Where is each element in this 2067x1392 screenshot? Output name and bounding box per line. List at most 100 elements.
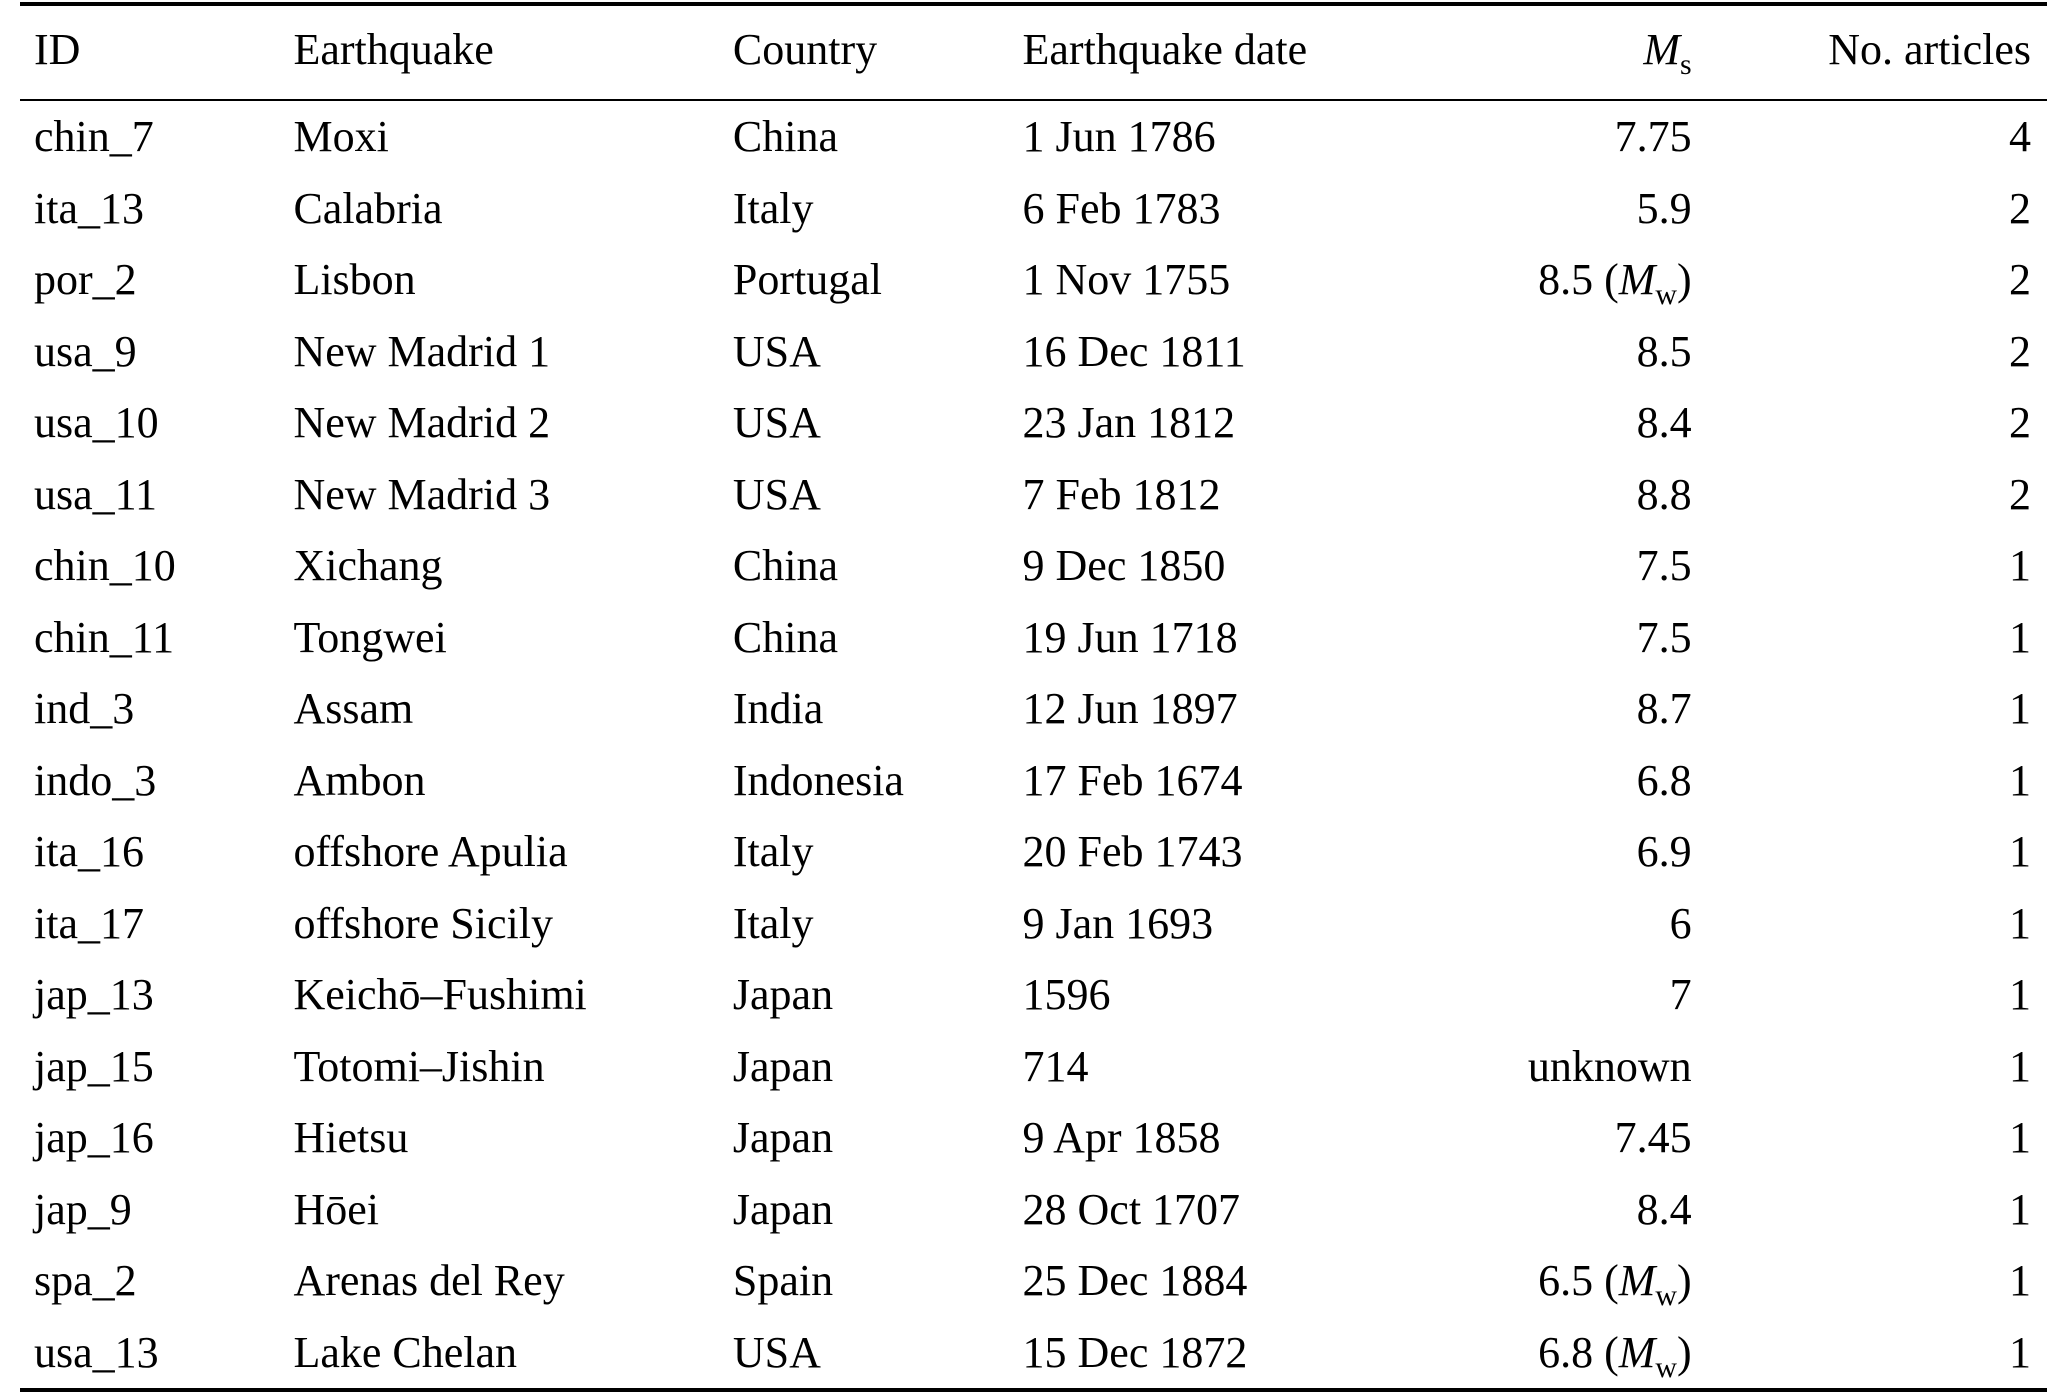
cell-country: Japan (732, 1113, 834, 1162)
earthquake-table: ID Earthquake Country Earthquake date Ms No. … (20, 2, 2047, 1392)
cell-id: jap_13 (34, 970, 154, 1019)
table-row: ind_3 Assam India 12 Jun 1897 8.7 1 (20, 673, 2047, 745)
cell-country: USA (732, 1327, 821, 1377)
cell-earthquake: New Madrid 3 (293, 469, 551, 519)
table-head: ID Earthquake Country Earthquake date Ms No. … (20, 4, 2047, 101)
cell-date: 28 Oct 1707 (1022, 1184, 1241, 1234)
cell-country: Japan (732, 1041, 834, 1091)
cell-magnitude: 5.9 (1636, 183, 1692, 233)
cell-articles: 2 (2009, 183, 2031, 233)
cell-magnitude: 7.5 (1636, 612, 1692, 662)
cell-country: China (732, 541, 838, 590)
cell-articles: 1 (2009, 898, 2031, 948)
cell-articles: 1 (2009, 970, 2031, 1019)
cell-date: 15 Dec 1872 (1022, 1327, 1248, 1377)
cell-country: Italy (732, 183, 814, 233)
cell-id: jap_15 (34, 1041, 154, 1091)
table-row: jap_13 Keichō–Fushimi Japan 1596 7 1 (20, 959, 2047, 1031)
cell-date: 16 Dec 1811 (1022, 326, 1246, 376)
table-row: ita_13 Calabria Italy 6 Feb 1783 5.9 2 (20, 173, 2047, 245)
cell-articles: 2 (2009, 255, 2031, 304)
column-header-id: ID (20, 4, 294, 101)
cell-country: Spain (732, 1256, 834, 1305)
column-header-magnitude: Ms (1372, 4, 1692, 101)
cell-articles: 1 (2009, 612, 2031, 662)
cell-id: ita_13 (34, 183, 144, 233)
column-header-country: Country (732, 4, 1023, 101)
cell-id: usa_10 (34, 398, 159, 447)
table-body: chin_7 Moxi China 1 Jun 1786 7.75 4 ita_13 Cala… (20, 100, 2047, 1390)
cell-id: ita_17 (34, 898, 144, 948)
cell-earthquake: Moxi (293, 112, 389, 161)
cell-magnitude: 6.8 (1636, 755, 1692, 805)
cell-id: ita_16 (34, 827, 144, 876)
cell-articles: 1 (2009, 827, 2031, 876)
cell-magnitude: 7.45 (1614, 1113, 1692, 1162)
cell-country: Japan (732, 970, 834, 1019)
cell-magnitude: 6 (1669, 898, 1692, 948)
cell-earthquake: Assam (293, 684, 414, 733)
cell-country: China (732, 112, 838, 161)
cell-date: 9 Apr 1858 (1022, 1113, 1221, 1162)
cell-country: Italy (732, 827, 814, 876)
cell-magnitude: 6.9 (1636, 827, 1692, 876)
cell-id: chin_10 (34, 541, 176, 590)
cell-earthquake: Hōei (293, 1184, 379, 1234)
column-header-date: Earthquake date (1022, 4, 1373, 101)
cell-articles: 4 (2009, 112, 2031, 161)
cell-date: 6 Feb 1783 (1022, 183, 1221, 233)
cell-articles: 2 (2009, 326, 2031, 376)
cell-id: por_2 (34, 255, 137, 304)
cell-id: jap_9 (34, 1184, 132, 1234)
table-row: ita_16 offshore Apulia Italy 20 Feb 1743 6.9… (20, 816, 2047, 888)
cell-magnitude: 8.4 (1636, 398, 1692, 447)
table-row: por_2 Lisbon Portugal 1 Nov 1755 8.5 (Mw) 2 (20, 244, 2047, 316)
cell-country: China (732, 612, 838, 662)
cell-earthquake: Lisbon (293, 255, 416, 304)
column-header-earthquake: Earthquake (293, 4, 733, 101)
cell-id: usa_11 (34, 469, 158, 519)
cell-magnitude: 6.5 (Mw) (1538, 1256, 1692, 1312)
cell-articles: 1 (2009, 1113, 2031, 1162)
cell-articles: 2 (2009, 398, 2031, 447)
cell-date: 1 Nov 1755 (1022, 255, 1231, 304)
table-row: indo_3 Ambon Indonesia 17 Feb 1674 6.8 1 (20, 745, 2047, 817)
table-row: jap_9 Hōei Japan 28 Oct 1707 8.4 1 (20, 1174, 2047, 1246)
table-row: spa_2 Arenas del Rey Spain 25 Dec 1884 6.5 (… (20, 1245, 2047, 1317)
cell-earthquake: Hietsu (293, 1113, 409, 1162)
cell-date: 1 Jun 1786 (1022, 112, 1216, 161)
cell-magnitude: 7 (1669, 970, 1692, 1019)
cell-magnitude: 7.75 (1614, 112, 1692, 161)
cell-earthquake: Calabria (293, 183, 443, 233)
cell-earthquake: offshore Apulia (293, 827, 568, 876)
table-row: usa_10 New Madrid 2 USA 23 Jan 1812 8.4 2 (20, 387, 2047, 459)
table-header-row: ID Earthquake Country Earthquake date Ms No. … (20, 4, 2047, 101)
cell-country: Japan (732, 1184, 834, 1234)
cell-date: 7 Feb 1812 (1022, 469, 1221, 519)
column-header-articles: No. articles (1691, 4, 2047, 101)
cell-magnitude: unknown (1527, 1041, 1692, 1091)
table-row: usa_9 New Madrid 1 USA 16 Dec 1811 8.5 2 (20, 316, 2047, 388)
cell-earthquake: offshore Sicily (293, 898, 553, 948)
cell-date: 20 Feb 1743 (1022, 827, 1243, 876)
cell-earthquake: New Madrid 2 (293, 398, 551, 447)
cell-articles: 1 (2009, 755, 2031, 805)
table-row: chin_10 Xichang China 9 Dec 1850 7.5 1 (20, 530, 2047, 602)
table-row: jap_15 Totomi–Jishin Japan 714 unknown 1 (20, 1031, 2047, 1103)
cell-date: 19 Jun 1718 (1022, 612, 1238, 662)
cell-country: Indonesia (732, 755, 904, 805)
cell-id: usa_13 (34, 1327, 159, 1377)
cell-id: spa_2 (34, 1256, 137, 1305)
cell-magnitude: 8.8 (1636, 469, 1692, 519)
cell-date: 9 Dec 1850 (1022, 541, 1226, 590)
cell-country: Italy (732, 898, 814, 948)
cell-articles: 1 (2009, 1184, 2031, 1234)
cell-id: usa_9 (34, 326, 137, 376)
table-row: usa_11 New Madrid 3 USA 7 Feb 1812 8.8 2 (20, 459, 2047, 531)
cell-earthquake: Tongwei (293, 612, 447, 662)
cell-magnitude: 8.5 (Mw) (1538, 255, 1692, 311)
cell-country: Portugal (732, 255, 882, 304)
cell-date: 17 Feb 1674 (1022, 755, 1243, 805)
cell-earthquake: Xichang (293, 541, 443, 590)
